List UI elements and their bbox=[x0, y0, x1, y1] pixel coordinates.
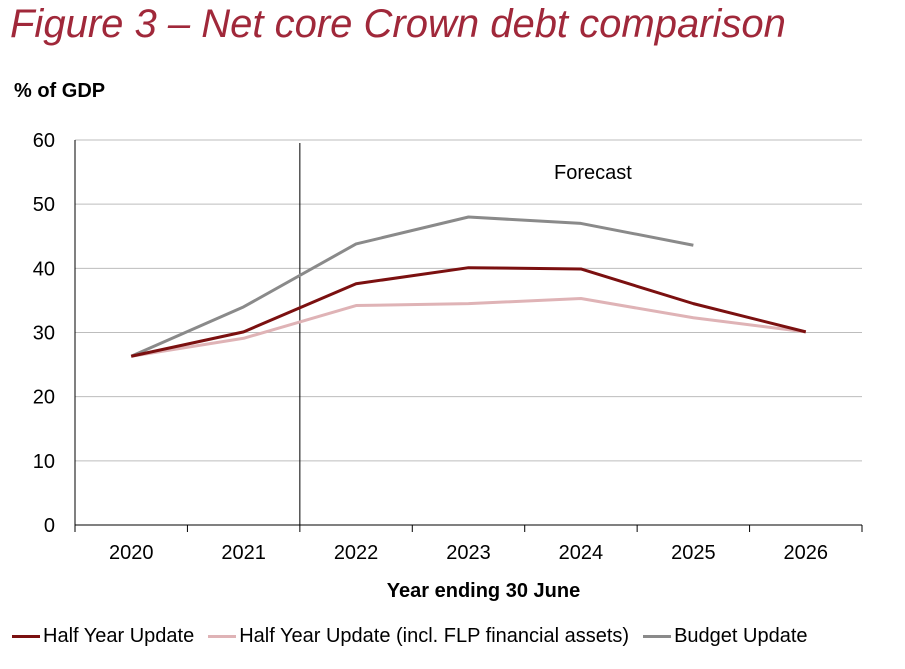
legend-item-budget-update: Budget Update bbox=[643, 625, 808, 648]
y-tick-label: 40 bbox=[33, 258, 55, 280]
x-tick-label: 2025 bbox=[671, 542, 716, 564]
legend-swatch-half-year-update bbox=[12, 635, 40, 638]
x-tick-label: 2023 bbox=[446, 542, 491, 564]
legend-label-budget-update: Budget Update bbox=[674, 625, 808, 647]
x-axis-title: Year ending 30 June bbox=[387, 580, 580, 602]
y-tick-label: 30 bbox=[33, 323, 55, 345]
series-line-budget-update bbox=[130, 215, 694, 358]
y-tick-label: 10 bbox=[33, 451, 55, 473]
legend-label-half-year-update: Half Year Update bbox=[43, 625, 195, 647]
y-tick-label: 0 bbox=[44, 515, 55, 537]
legend-item-half-year-update: Half Year Update bbox=[12, 625, 194, 648]
legend: Half Year Update Half Year Update (incl.… bbox=[12, 625, 822, 648]
forecast-annotation: Forecast bbox=[554, 162, 632, 184]
y-tick-label: 60 bbox=[33, 130, 55, 152]
x-tick-label: 2022 bbox=[334, 542, 379, 564]
x-tick-label: 2024 bbox=[559, 542, 604, 564]
legend-swatch-half-year-update-flp bbox=[208, 635, 237, 638]
x-tick-label: 2020 bbox=[109, 542, 154, 564]
y-tick-label: 50 bbox=[33, 194, 55, 216]
legend-label-half-year-update-flp: Half Year Update (incl. FLP financial as… bbox=[239, 625, 630, 647]
legend-item-half-year-update-flp: Half Year Update (incl. FLP financial as… bbox=[208, 625, 629, 648]
chart-title: Figure 3 – Net core Crown debt compariso… bbox=[10, 2, 786, 46]
x-tick-label: 2021 bbox=[221, 542, 266, 564]
legend-swatch-budget-update bbox=[643, 635, 672, 638]
y-tick-label: 20 bbox=[33, 387, 55, 409]
x-tick-label: 2026 bbox=[784, 542, 829, 564]
series-line-half-year-update-incl-flp-financial-assets bbox=[130, 296, 806, 358]
series-line-half-year-update bbox=[130, 266, 807, 358]
y-axis-label: % of GDP bbox=[14, 80, 106, 102]
